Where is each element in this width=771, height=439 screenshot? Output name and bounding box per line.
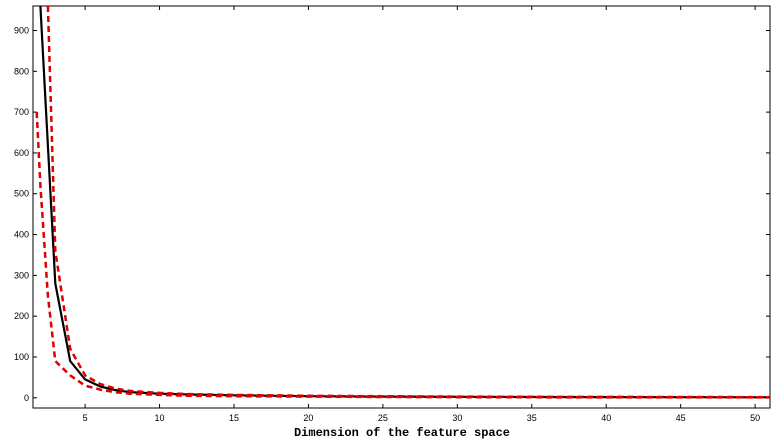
y-tick-label: 500 [14,189,29,199]
x-tick-label: 40 [601,413,611,423]
y-tick-label: 100 [14,352,29,362]
x-tick-label: 20 [303,413,313,423]
series-group [35,6,770,399]
ticks: 5 10 15 20 25 30 35 40 45 50010020030040050060070… [14,6,770,423]
x-tick-label: 35 [527,413,537,423]
y-tick-label: 700 [14,107,29,117]
y-tick-label: 300 [14,270,29,280]
y-tick-label: 900 [14,25,29,35]
x-tick-label: 15 [229,413,239,423]
x-tick-label: 5 [83,413,88,423]
x-tick-label: 25 [378,413,388,423]
x-tick-label: 45 [676,413,686,423]
series-line-2 [46,6,770,399]
x-tick-label: 30 [452,413,462,423]
y-tick-label: 0 [24,393,29,403]
y-tick-label: 400 [14,230,29,240]
x-tick-label: 50 [750,413,760,423]
y-tick-label: 600 [14,148,29,158]
plot-area [32,5,771,409]
x-tick-label: 10 [155,413,165,423]
y-tick-label: 200 [14,311,29,321]
series-line-3 [35,112,770,399]
x-axis-title: Dimension of the feature space [294,426,510,439]
y-tick-label: 800 [14,66,29,76]
